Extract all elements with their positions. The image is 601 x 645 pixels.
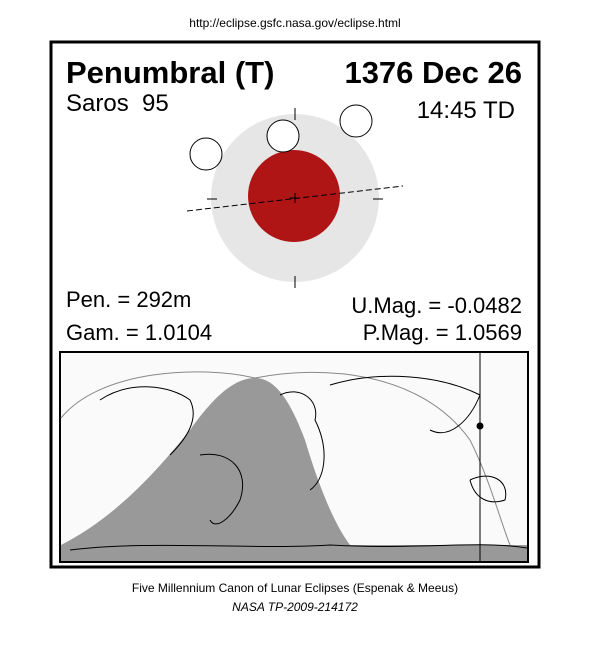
- footer-line1: Five Millennium Canon of Lunar Eclipses …: [132, 581, 458, 595]
- umag: U.Mag. = -0.0482: [351, 293, 522, 318]
- pmag: P.Mag. = 1.0569: [363, 320, 522, 345]
- time: 14:45 TD: [417, 97, 515, 124]
- url: http://eclipse.gsfc.nasa.gov/eclipse.htm…: [189, 16, 400, 30]
- date: 1376 Dec 26: [344, 55, 522, 90]
- world-map: [59, 351, 529, 563]
- footer-line2: NASA TP-2009-214172: [232, 600, 358, 614]
- eclipse-diagram: [186, 104, 404, 288]
- gam: Gam. = 1.0104: [66, 320, 212, 345]
- saros: Saros 95: [66, 90, 169, 117]
- pen: Pen. = 292m: [66, 287, 191, 312]
- title: Penumbral (T): [66, 55, 274, 90]
